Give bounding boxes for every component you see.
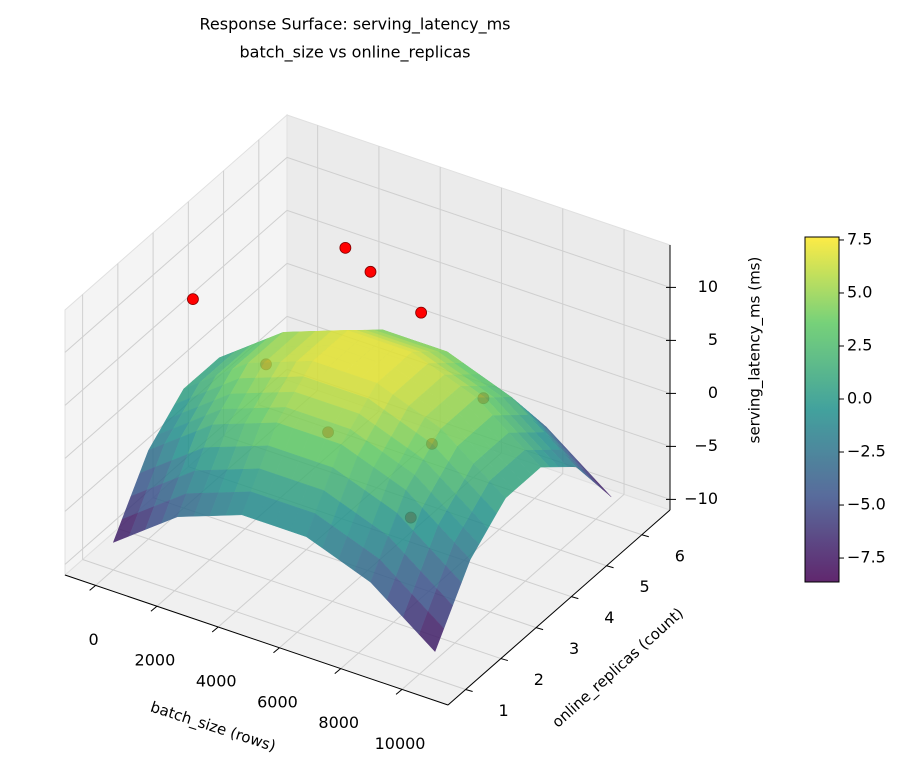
- y-tick-label: 1: [499, 701, 509, 720]
- x-tick-label: 10000: [375, 734, 426, 753]
- colorbar-tick-label: 2.5: [847, 335, 872, 354]
- z-tick-label: −5: [694, 436, 718, 455]
- scatter-point: [364, 265, 377, 278]
- z-tick-label: 0: [708, 383, 718, 402]
- grid-line: [82, 559, 466, 690]
- tick-mark: [571, 596, 579, 600]
- chart-subtitle: batch_size vs online_replicas: [239, 43, 470, 63]
- tick-mark: [535, 627, 544, 631]
- x-tick-label: 0: [89, 630, 99, 649]
- z-tick-label: 10: [698, 277, 718, 296]
- colorbar: [805, 237, 839, 582]
- colorbar-tick-label: −5.0: [847, 495, 886, 514]
- tick-mark: [150, 605, 158, 612]
- colorbar-tick-label: 0.0: [847, 389, 872, 408]
- scatter-point: [339, 241, 352, 254]
- x-tick-label: 6000: [257, 692, 298, 711]
- y-tick-label: 3: [569, 639, 579, 658]
- colorbar-tick-label: 7.5: [847, 229, 872, 248]
- tick-mark: [89, 585, 96, 591]
- tick-mark: [334, 668, 342, 674]
- z-tick-label: −10: [684, 489, 718, 508]
- grid-line: [286, 156, 671, 288]
- axis-line: [64, 574, 449, 706]
- z-tick-label: 5: [708, 330, 718, 349]
- y-tick-label: 6: [675, 546, 685, 565]
- grid-line: [286, 262, 671, 394]
- y-tick-label: 2: [534, 670, 544, 689]
- x-tick-label: 8000: [318, 713, 359, 732]
- scatter-point: [415, 306, 428, 319]
- chart-title: Response Surface: serving_latency_ms: [199, 15, 510, 35]
- scatter-point: [187, 293, 199, 306]
- grid-line: [286, 209, 671, 341]
- axis-line: [447, 509, 671, 706]
- grid-line: [401, 494, 625, 690]
- grid-line: [64, 263, 288, 459]
- grid-line: [64, 157, 288, 353]
- tick-mark: [465, 689, 473, 693]
- colorbar-frame: [804, 236, 840, 583]
- y-tick-label: 4: [604, 608, 614, 627]
- x-tick-label: 2000: [135, 651, 176, 670]
- colorbar-tick-label: 5.0: [847, 282, 872, 301]
- colorbar-tick-label: −2.5: [847, 442, 886, 461]
- x-tick-label: 4000: [196, 672, 237, 691]
- grid-line: [64, 210, 288, 406]
- tick-mark: [211, 626, 219, 633]
- surface-patch: [370, 558, 396, 601]
- z-axis-label: serving_latency_ms (ms): [746, 257, 765, 444]
- colorbar-tick-label: −7.5: [847, 548, 886, 567]
- surface: [112, 329, 612, 653]
- tick-mark: [500, 658, 508, 662]
- tick-mark: [606, 565, 614, 569]
- tick-mark: [273, 647, 280, 654]
- tick-mark: [641, 534, 649, 538]
- tick-mark: [395, 689, 403, 695]
- y-tick-label: 5: [639, 577, 649, 596]
